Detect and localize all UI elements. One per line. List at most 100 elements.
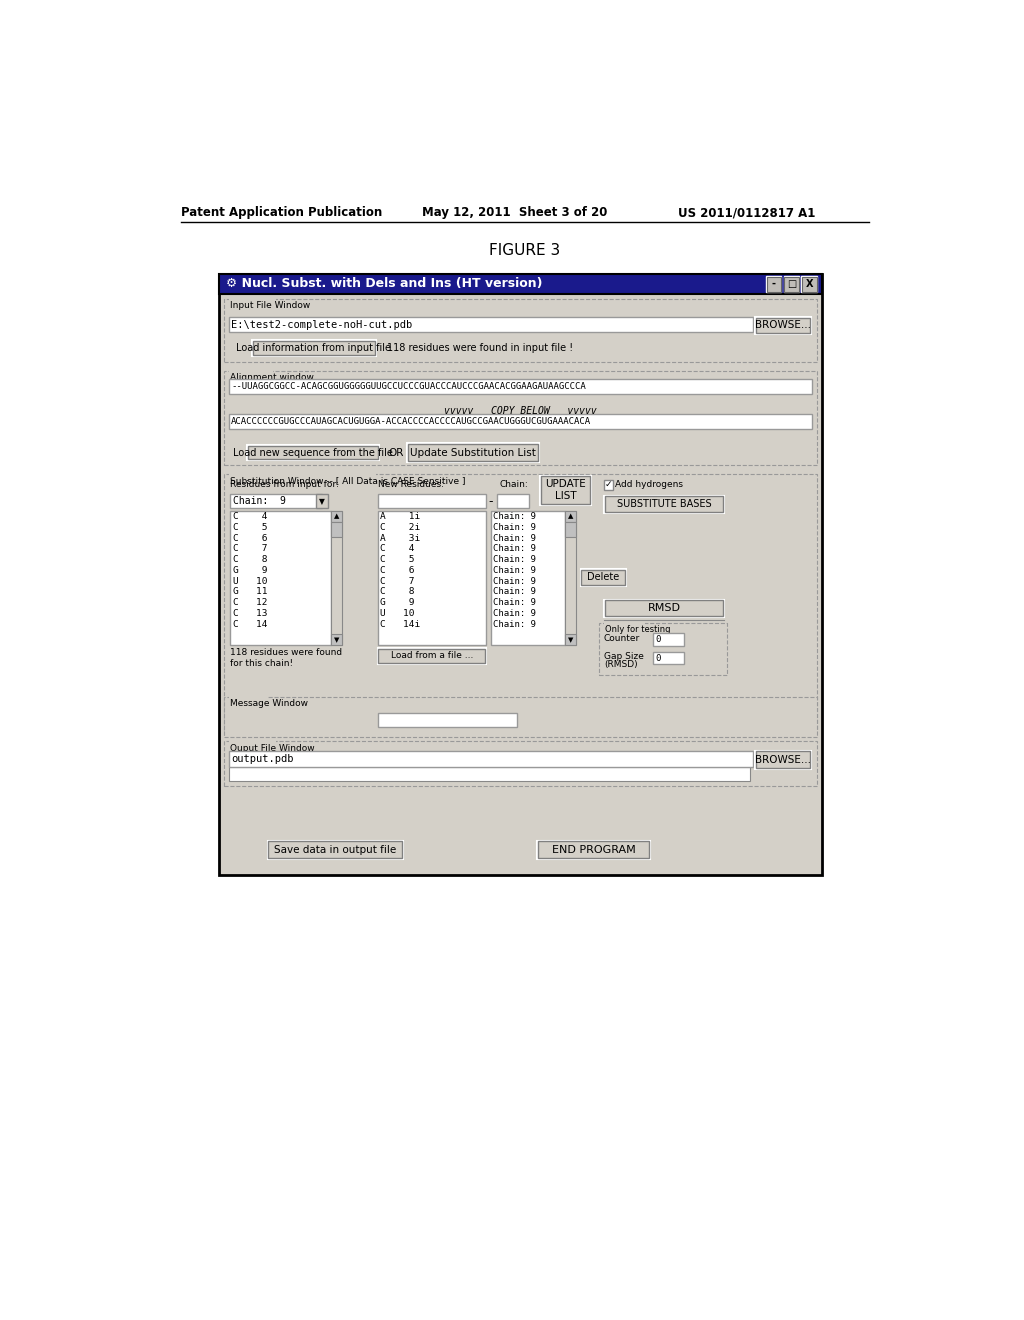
Bar xyxy=(604,599,724,616)
Bar xyxy=(407,444,539,462)
Bar xyxy=(248,445,379,461)
Text: Chain: 9: Chain: 9 xyxy=(493,556,536,564)
Text: Chain: 9: Chain: 9 xyxy=(493,598,536,607)
Text: --UUAGGCGGCC-ACAGCGGUGGGGGUUGCCUCCCGUACCCAUCCCGAACACGGAAGAUAAGCCCA: --UUAGGCGGCC-ACAGCGGUGGGGGUUGCCUCCCGUACC… xyxy=(231,381,586,391)
Bar xyxy=(582,570,625,585)
Text: Chain: 9: Chain: 9 xyxy=(493,620,536,628)
Text: -: - xyxy=(771,279,775,289)
Text: US 2011/0112817 A1: US 2011/0112817 A1 xyxy=(678,206,816,219)
Bar xyxy=(331,511,342,521)
Bar xyxy=(378,649,485,663)
Bar xyxy=(331,635,342,645)
Bar xyxy=(228,379,812,395)
Text: -: - xyxy=(488,495,493,508)
Text: ▲: ▲ xyxy=(334,513,339,520)
Bar xyxy=(378,511,486,645)
Bar xyxy=(378,648,486,664)
Bar xyxy=(767,277,781,292)
Bar xyxy=(541,475,591,506)
Text: C    7: C 7 xyxy=(380,577,420,586)
Bar xyxy=(565,635,575,645)
Text: Load information from input file: Load information from input file xyxy=(237,343,391,352)
Text: C    4: C 4 xyxy=(380,544,420,553)
Bar xyxy=(219,275,821,294)
Text: FIGURE 3: FIGURE 3 xyxy=(489,243,560,259)
Bar xyxy=(755,751,811,770)
Text: New Residues:: New Residues: xyxy=(378,480,443,490)
Text: U   10: U 10 xyxy=(232,577,267,586)
Bar xyxy=(604,480,613,490)
Text: Alignment window: Alignment window xyxy=(230,374,314,383)
Bar xyxy=(766,276,781,292)
Text: C    5: C 5 xyxy=(380,556,420,564)
Bar xyxy=(784,277,799,292)
Bar xyxy=(267,841,403,859)
Bar xyxy=(268,841,402,858)
Bar xyxy=(224,298,817,362)
Bar xyxy=(497,494,529,508)
Text: SUBSTITUTE BASES: SUBSTITUTE BASES xyxy=(616,499,712,510)
Text: Delete: Delete xyxy=(587,573,620,582)
Text: BROWSE...: BROWSE... xyxy=(755,321,811,330)
Text: Counter: Counter xyxy=(604,634,640,643)
Text: C   14i: C 14i xyxy=(380,620,420,628)
Text: ▲: ▲ xyxy=(568,513,573,520)
Text: vvvvv   COPY BELOW   vvvvv: vvvvv COPY BELOW vvvvv xyxy=(443,407,597,416)
Bar xyxy=(599,623,727,675)
Text: C    2i: C 2i xyxy=(380,523,420,532)
Text: RMSD: RMSD xyxy=(647,603,680,612)
Text: END PROGRAM: END PROGRAM xyxy=(552,845,635,855)
Bar xyxy=(802,277,817,292)
Text: ✓: ✓ xyxy=(605,480,612,490)
Text: A    3i: A 3i xyxy=(380,533,420,543)
Text: G    9: G 9 xyxy=(380,598,420,607)
Bar xyxy=(252,341,376,355)
Text: Chain: 9: Chain: 9 xyxy=(493,566,536,574)
Text: C    5: C 5 xyxy=(232,523,267,532)
Bar xyxy=(756,318,810,333)
Bar xyxy=(378,713,517,726)
Bar xyxy=(253,341,375,355)
Text: Chain:: Chain: xyxy=(500,480,528,490)
Text: Load new sequence from the file: Load new sequence from the file xyxy=(233,447,393,458)
Bar xyxy=(755,317,811,334)
Text: 118 residues were found in input file !: 118 residues were found in input file ! xyxy=(387,343,573,352)
Text: ▼: ▼ xyxy=(318,496,325,506)
Text: A    1i: A 1i xyxy=(380,512,420,521)
Text: Save data in output file: Save data in output file xyxy=(274,845,396,855)
Bar xyxy=(604,496,723,512)
Bar xyxy=(228,317,754,333)
Text: BROWSE...: BROWSE... xyxy=(755,755,811,764)
Text: Update Substitution List: Update Substitution List xyxy=(410,447,536,458)
Bar xyxy=(378,494,486,508)
Bar xyxy=(228,696,267,702)
Text: UPDATE
LIST: UPDATE LIST xyxy=(545,479,586,502)
Bar xyxy=(230,494,322,508)
Text: X: X xyxy=(806,279,813,289)
Text: C   13: C 13 xyxy=(232,609,267,618)
Text: Chain: 9: Chain: 9 xyxy=(493,609,536,618)
Bar xyxy=(315,494,328,508)
Text: Chain: 9: Chain: 9 xyxy=(493,512,536,521)
Bar xyxy=(230,511,331,645)
Text: Chain:  9: Chain: 9 xyxy=(232,496,286,506)
Text: Gap Size: Gap Size xyxy=(604,652,644,661)
Bar xyxy=(538,841,649,859)
Text: □: □ xyxy=(786,279,796,289)
Text: Substitution Window -- [ All Data is CASE Sensitive ]: Substitution Window -- [ All Data is CAS… xyxy=(230,477,466,486)
Text: Patent Application Publication: Patent Application Publication xyxy=(180,206,382,219)
Bar xyxy=(565,521,575,537)
Bar xyxy=(538,841,649,858)
Text: Load from a file ...: Load from a file ... xyxy=(390,651,473,660)
Bar xyxy=(228,739,275,747)
Text: Chain: 9: Chain: 9 xyxy=(493,577,536,586)
Text: OR: OR xyxy=(388,447,403,458)
Bar xyxy=(219,275,821,875)
Text: C    8: C 8 xyxy=(232,556,267,564)
Text: E:\test2-complete-noH-cut.pdb: E:\test2-complete-noH-cut.pdb xyxy=(231,319,413,330)
Text: Chain: 9: Chain: 9 xyxy=(493,523,536,532)
Bar xyxy=(565,511,575,645)
Text: C    8: C 8 xyxy=(380,587,420,597)
Bar xyxy=(604,496,724,512)
Text: May 12, 2011  Sheet 3 of 20: May 12, 2011 Sheet 3 of 20 xyxy=(423,206,608,219)
